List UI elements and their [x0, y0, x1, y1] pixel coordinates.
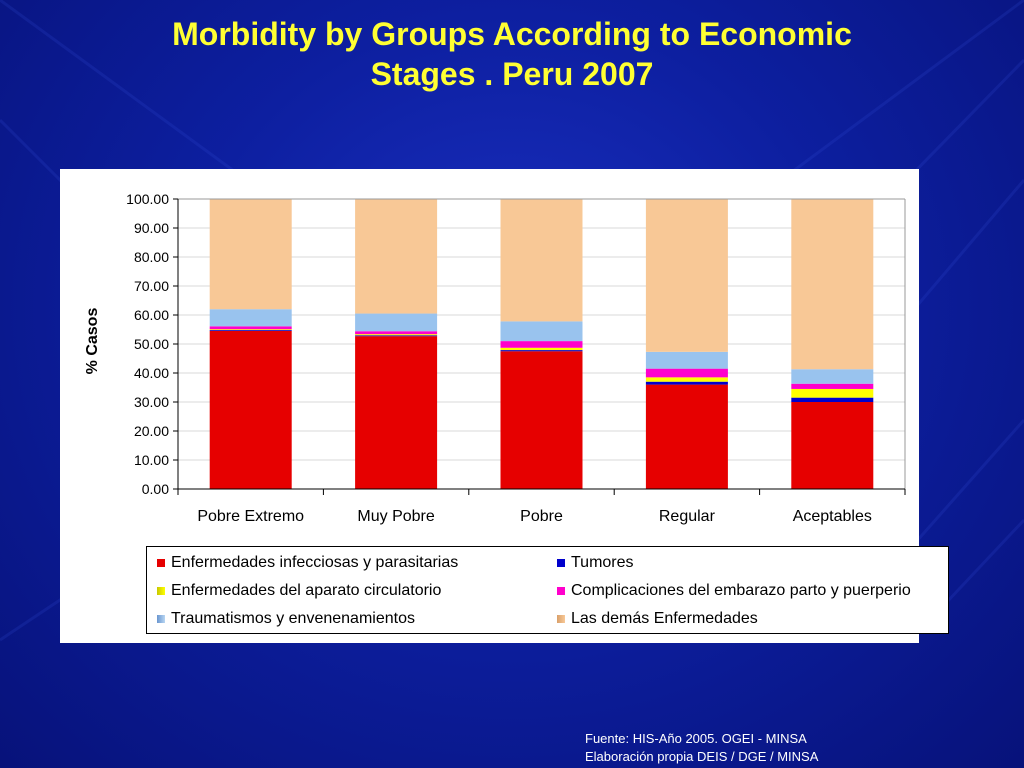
- bar-segment: [791, 369, 874, 384]
- source-line-2: Elaboración propia DEIS / DGE / MINSA: [585, 749, 819, 764]
- chart-legend: Enfermedades infecciosas y parasitarias …: [146, 546, 949, 634]
- legend-swatch-embarazo: [557, 587, 565, 595]
- chart-panel: 0.00 10.00 20.00 30.00 40.00 50.00 60.00 70.00 8…: [60, 169, 949, 643]
- bar-segment: [500, 351, 583, 489]
- bar-segment: [500, 350, 583, 352]
- y-tick-label: 80.00: [134, 249, 169, 265]
- legend-label-demas: Las demás Enfermedades: [571, 610, 758, 627]
- bar-segment: [355, 336, 438, 489]
- bar-segment: [209, 326, 292, 330]
- y-tick-label: 20.00: [134, 423, 169, 439]
- x-tick-label: Aceptables: [793, 508, 872, 525]
- x-tick-label: Pobre: [520, 508, 563, 525]
- legend-swatch-demas: [557, 615, 565, 623]
- legend-swatch-circulatorio: [157, 587, 165, 595]
- bar-segment: [355, 334, 438, 336]
- legend-swatch-traumatismos: [157, 615, 165, 623]
- legend-item-tumores: Tumores: [557, 553, 634, 573]
- x-tick-label: Regular: [659, 508, 716, 525]
- legend-item-infecciosas: Enfermedades infecciosas y parasitarias: [157, 553, 458, 573]
- y-tick-label: 0.00: [142, 481, 169, 497]
- bar-segment: [355, 199, 438, 314]
- bars: [209, 199, 874, 489]
- y-tick-label: 70.00: [134, 278, 169, 294]
- bar-segment: [791, 397, 874, 402]
- source-line-1: Fuente: HIS-Año 2005. OGEI - MINSA: [585, 731, 807, 746]
- bar-segment: [645, 384, 728, 489]
- bar-segment: [355, 313, 438, 332]
- bar-segment: [209, 329, 292, 331]
- bar-segment: [791, 199, 874, 370]
- legend-swatch-infecciosas: [157, 559, 165, 567]
- y-tick-label: 40.00: [134, 365, 169, 381]
- bar-segment: [355, 335, 438, 337]
- y-tick-label: 30.00: [134, 394, 169, 410]
- slide-title-line-2: Stages . Peru 2007: [370, 56, 654, 92]
- x-tick-label: Muy Pobre: [357, 508, 434, 525]
- bar-segment: [791, 383, 874, 389]
- bar-segment: [500, 347, 583, 351]
- legend-label-circulatorio: Enfermedades del aparato circulatorio: [171, 582, 442, 599]
- bar-segment: [791, 388, 874, 398]
- bar-segment: [645, 368, 728, 378]
- bar-segment: [209, 309, 292, 327]
- bar-segment: [645, 381, 728, 385]
- bar-segment: [645, 377, 728, 382]
- legend-item-circulatorio: Enfermedades del aparato circulatorio: [157, 581, 441, 601]
- bar-segment: [209, 330, 292, 489]
- bar-segment: [791, 402, 874, 489]
- bar-segment: [500, 199, 583, 322]
- bar-segment: [209, 199, 292, 310]
- legend-item-embarazo: Complicaciones del embarazo parto y puer…: [557, 581, 911, 601]
- bar-segment: [355, 331, 438, 335]
- bar-segment: [500, 341, 583, 348]
- bar-segment: [645, 351, 728, 369]
- bar-segment: [209, 330, 292, 331]
- legend-label-infecciosas: Enfermedades infecciosas y parasitarias: [171, 554, 459, 571]
- bar-segment: [500, 321, 583, 342]
- legend-item-demas: Las demás Enfermedades: [557, 609, 758, 629]
- y-tick-label: 100.00: [126, 191, 169, 207]
- legend-label-traumatismos: Traumatismos y envenenamientos: [171, 610, 415, 627]
- x-tick-label: Pobre Extremo: [197, 508, 304, 525]
- source-note: Fuente: HIS-Año 2005. OGEI - MINSA Elabo…: [585, 730, 818, 766]
- legend-label-embarazo: Complicaciones del embarazo parto y puer…: [571, 582, 911, 599]
- y-tick-label: 60.00: [134, 307, 169, 323]
- y-axis-title: % Casos: [84, 308, 101, 375]
- stacked-bar-chart: 0.00 10.00 20.00 30.00 40.00 50.00 60.00 70.00 8…: [84, 191, 906, 525]
- bar-segment: [645, 199, 728, 352]
- legend-label-tumores: Tumores: [571, 554, 634, 571]
- y-tick-label: 50.00: [134, 336, 169, 352]
- y-tick-label: 90.00: [134, 220, 169, 236]
- axes: 0.00 10.00 20.00 30.00 40.00 50.00 60.00 70.00 8…: [126, 191, 906, 525]
- slide-title-line-1: Morbidity by Groups According to Economi…: [172, 16, 852, 52]
- legend-item-traumatismos: Traumatismos y envenenamientos: [157, 609, 415, 629]
- legend-swatch-tumores: [557, 559, 565, 567]
- slide-title: Morbidity by Groups According to Economi…: [100, 14, 924, 94]
- y-tick-label: 10.00: [134, 452, 169, 468]
